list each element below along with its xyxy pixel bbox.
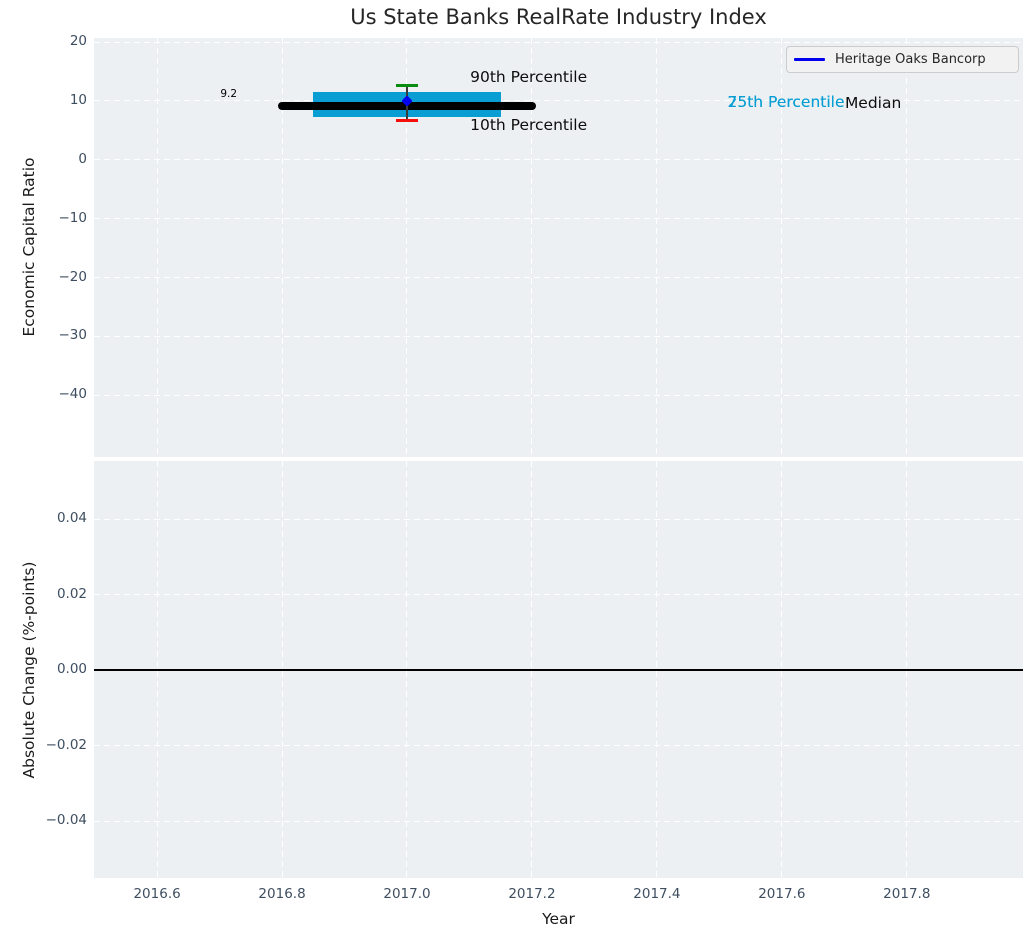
y-tick-label: 0.02 xyxy=(56,585,87,602)
chart-title: Us State Banks RealRate Industry Index xyxy=(350,5,767,29)
p90-cap xyxy=(395,84,418,88)
y-gridline xyxy=(94,820,1023,822)
y-gridline xyxy=(94,41,1023,43)
y-gridline xyxy=(94,594,1023,596)
x-tick-label: 2016.8 xyxy=(258,886,306,902)
x-tick-label: 2017.2 xyxy=(508,886,556,902)
y-gridline xyxy=(94,394,1023,396)
y-tick-label: 0 xyxy=(78,150,87,167)
x-axis-label: Year xyxy=(542,910,575,928)
legend: Heritage Oaks Bancorp xyxy=(786,46,1019,73)
x-gridline xyxy=(281,38,283,457)
y-gridline xyxy=(94,335,1023,337)
annotation-25th-percentile: 25th Percentile xyxy=(727,92,845,111)
bottom-y-axis-label: Absolute Change (%-points) xyxy=(20,561,38,779)
y-tick-label: 0.04 xyxy=(56,510,87,527)
legend-label: Heritage Oaks Bancorp xyxy=(835,52,986,67)
top-y-axis-label: Economic Capital Ratio xyxy=(20,157,38,337)
annotation-median: Median xyxy=(844,93,902,112)
y-tick-label: −40 xyxy=(58,386,88,403)
annotation-75th-percentile: 75th Percentile xyxy=(727,92,845,111)
x-tick-label: 2016.6 xyxy=(133,886,181,902)
y-tick-label: −10 xyxy=(58,209,88,226)
annotation-9-2: 9.2 xyxy=(220,87,238,100)
y-gridline xyxy=(94,159,1023,161)
annotation-10th-percentile: 10th Percentile xyxy=(470,115,588,134)
x-tick-label: 2017.0 xyxy=(383,886,431,902)
x-gridline xyxy=(781,38,783,457)
annotation-90th-percentile: 90th Percentile xyxy=(470,68,588,87)
x-gridline xyxy=(656,38,658,457)
y-gridline xyxy=(94,100,1023,102)
bottom-plot-area xyxy=(94,461,1023,878)
top-plot-area xyxy=(94,38,1023,457)
y-tick-label: 10 xyxy=(69,91,87,108)
y-tick-label: 0.00 xyxy=(56,661,87,678)
x-gridline xyxy=(531,38,533,457)
y-tick-label: 20 xyxy=(69,33,87,50)
x-gridline xyxy=(156,38,158,457)
x-gridline xyxy=(406,38,408,457)
y-gridline xyxy=(94,518,1023,520)
y-tick-label: −0.02 xyxy=(45,736,87,753)
y-gridline xyxy=(94,745,1023,747)
y-tick-label: −30 xyxy=(58,327,88,344)
legend-line-swatch xyxy=(794,58,825,61)
x-tick-label: 2017.6 xyxy=(758,886,806,902)
y-tick-label: −0.04 xyxy=(45,812,87,829)
y-gridline xyxy=(94,277,1023,278)
zero-line xyxy=(94,669,1023,672)
x-tick-label: 2017.4 xyxy=(633,886,681,902)
y-gridline xyxy=(94,218,1023,220)
x-tick-label: 2017.8 xyxy=(883,886,931,902)
x-gridline xyxy=(906,38,908,457)
y-tick-label: −20 xyxy=(58,268,88,285)
p10-cap xyxy=(395,118,418,122)
